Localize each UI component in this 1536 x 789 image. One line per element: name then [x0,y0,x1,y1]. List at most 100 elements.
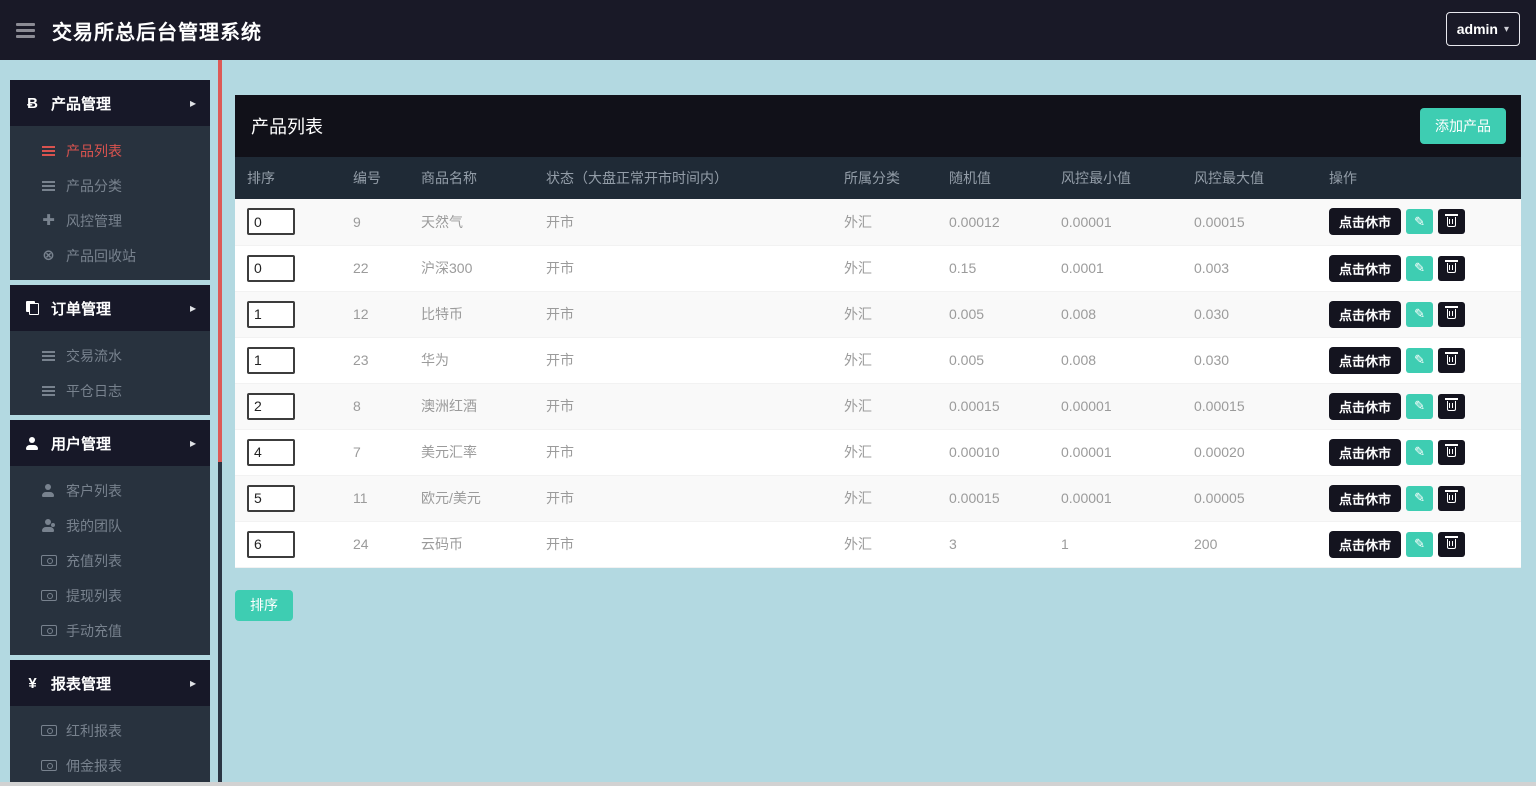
product-category: 外汇 [832,475,937,522]
sidebar-item-customer-list[interactable]: 客户列表 [10,473,210,508]
sidebar-item-close-log[interactable]: 平仓日志 [10,373,210,408]
sort-input[interactable] [247,346,295,374]
pencil-icon: ✎ [1414,398,1425,413]
sort-input[interactable] [247,208,295,236]
product-status: 开市 [534,199,832,246]
circle-x-icon: ⊗ [42,247,55,264]
sidebar-group-header-reports[interactable]: ¥ 报表管理 ▸ [10,660,210,706]
scrollbar-thumb[interactable] [218,60,222,462]
market-close-button[interactable]: 点击休市 [1329,254,1402,282]
sort-button[interactable]: 排序 [235,589,293,621]
sort-input[interactable] [247,392,295,420]
sidebar-group-label: 报表管理 [51,675,112,693]
sidebar-group-items: 红利报表佣金报表资金报表 [10,706,210,789]
product-name: 沪深300 [409,245,534,292]
sort-input[interactable] [247,530,295,558]
market-close-button[interactable]: 点击休市 [1329,208,1402,236]
row-actions: 点击休市 ✎ [1329,208,1509,236]
sidebar-group-items: 客户列表 我的团队 充值列表 提现列表 手动充值 [10,466,210,655]
add-product-button[interactable]: 添加产品 [1420,108,1506,144]
main-content: 产品列表 添加产品 排序 编号 商品名称 状态（大盘正常开市时间内） 所属分类 随机值 风控… [235,95,1521,621]
edit-button[interactable]: ✎ [1406,531,1434,557]
sidebar-group-items: 产品列表产品分类 ✚ 风控管理 ⊗ 产品回收站 [10,126,210,280]
sidebar-group-header-users[interactable]: 用户管理 ▸ [10,420,210,466]
edit-button[interactable]: ✎ [1406,347,1434,373]
column-header: 所属分类 [844,170,900,186]
sidebar-item-trade-flow[interactable]: 交易流水 [10,338,210,373]
horizontal-scrollbar[interactable] [0,782,1536,789]
sidebar-group-header-products[interactable]: Ƀ 产品管理 ▸ [10,80,210,126]
random-value: 0.005 [937,291,1049,338]
edit-button[interactable]: ✎ [1406,485,1434,511]
market-close-button[interactable]: 点击休市 [1329,438,1402,466]
sidebar-item-product-list[interactable]: 产品列表 [10,133,210,168]
market-close-button[interactable]: 点击休市 [1329,392,1402,420]
sidebar-scrollbar[interactable] [218,60,222,789]
market-close-button[interactable]: 点击休市 [1329,300,1402,328]
sidebar-item-manual-recharge[interactable]: 手动充值 [10,613,210,648]
sort-input[interactable] [247,254,295,282]
edit-button[interactable]: ✎ [1406,209,1434,235]
row-actions: 点击休市 ✎ [1329,346,1509,374]
delete-button[interactable] [1438,485,1466,511]
risk-max-value: 0.00020 [1182,429,1317,476]
sort-input[interactable] [247,300,295,328]
user-menu-button[interactable]: admin ▾ [1445,12,1520,46]
market-close-button[interactable]: 点击休市 [1329,346,1402,374]
sidebar-item-label: 产品列表 [66,142,122,159]
product-category: 外汇 [832,383,937,430]
edit-button[interactable]: ✎ [1406,393,1434,419]
row-actions: 点击休市 ✎ [1329,300,1509,328]
row-actions: 点击休市 ✎ [1329,484,1509,512]
risk-min-value: 0.0001 [1049,245,1182,292]
sidebar-group-items: 交易流水平仓日志 [10,331,210,415]
sidebar-item-commission-report[interactable]: 佣金报表 [10,748,210,783]
random-value: 0.005 [937,337,1049,384]
list-icon [40,143,57,158]
edit-button[interactable]: ✎ [1406,301,1434,327]
sidebar-item-product-category[interactable]: 产品分类 [10,168,210,203]
trash-icon [1445,352,1459,365]
sort-input[interactable] [247,484,295,512]
delete-button[interactable] [1438,347,1466,373]
sort-input[interactable] [247,438,295,466]
sidebar-item-dividend-report[interactable]: 红利报表 [10,713,210,748]
list-icon [40,178,57,193]
delete-button[interactable] [1438,393,1466,419]
random-value: 0.00015 [937,383,1049,430]
menu-toggle-icon[interactable] [16,20,38,41]
product-category: 外汇 [832,291,937,338]
pencil-icon: ✎ [1414,306,1425,321]
market-close-button[interactable]: 点击休市 [1329,484,1402,512]
money-icon [40,758,57,773]
delete-button[interactable] [1438,209,1466,235]
delete-button[interactable] [1438,255,1466,281]
delete-button[interactable] [1438,301,1466,327]
product-name: 比特币 [409,291,534,338]
user-name: admin [1456,21,1498,37]
sidebar-item-product-recycle[interactable]: ⊗ 产品回收站 [10,238,210,273]
sidebar-item-risk-management[interactable]: ✚ 风控管理 [10,203,210,238]
delete-button[interactable] [1438,531,1466,557]
sidebar-group-products: Ƀ 产品管理 ▸ 产品列表 产品分类 ✚ 风控管理 ⊗ 产品回收站 [10,80,210,280]
risk-max-value: 200 [1182,521,1317,568]
trash-icon [1445,490,1459,503]
trash-icon [1445,536,1459,549]
sidebar-group-header-orders[interactable]: 订单管理 ▸ [10,285,210,331]
sidebar-item-withdraw-list[interactable]: 提现列表 [10,578,210,613]
sidebar-group-users: 用户管理 ▸ 客户列表 我的团队 充值列表 提现列表 手动充值 [10,420,210,655]
delete-button[interactable] [1438,439,1466,465]
edit-button[interactable]: ✎ [1406,255,1434,281]
market-close-button[interactable]: 点击休市 [1329,530,1402,558]
sidebar-item-my-team[interactable]: 我的团队 [10,508,210,543]
edit-button[interactable]: ✎ [1406,439,1434,465]
chevron-right-icon: ▸ [189,96,196,110]
sidebar-group-label: 产品管理 [51,95,112,113]
chevron-right-icon: ▸ [189,301,196,315]
sidebar-item-recharge-list[interactable]: 充值列表 [10,543,210,578]
sidebar-group-label: 用户管理 [51,435,112,453]
risk-max-value: 0.00015 [1182,199,1317,246]
sidebar-item-label: 交易流水 [66,347,122,364]
